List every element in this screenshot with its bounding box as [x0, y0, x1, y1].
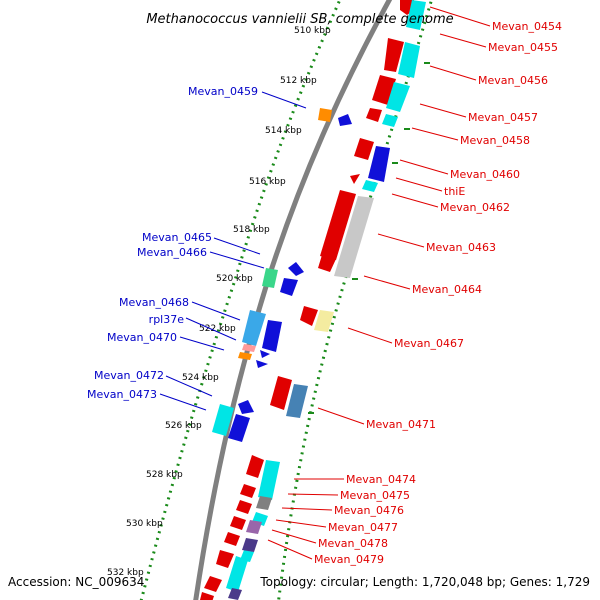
gene-label: Mevan_0454	[492, 20, 562, 33]
tick-label: 528 kbp	[146, 470, 183, 480]
topology-text: Topology: circular; Length: 1,720,048 bp…	[259, 575, 590, 589]
gene-label: Mevan_0466	[137, 246, 207, 259]
gene-arrow	[238, 400, 254, 414]
cds-box	[398, 42, 420, 78]
gene-label: Mevan_0473	[87, 388, 157, 401]
gene-label: Mevan_0464	[412, 283, 482, 296]
gene-arrow	[366, 108, 382, 122]
gene-arrow	[238, 352, 252, 360]
cds-box	[362, 180, 378, 192]
gene-arrow	[262, 320, 282, 352]
gene-label: Mevan_0476	[334, 504, 404, 517]
cds-box	[256, 496, 272, 510]
gene-label: Mevan_0468	[119, 296, 189, 309]
tick-label: 524 kbp	[182, 373, 219, 383]
cds-box	[406, 0, 426, 30]
cds-box	[212, 404, 234, 436]
gene-arrow	[270, 376, 292, 410]
cds-box	[228, 588, 242, 600]
gene-label: Mevan_0479	[314, 553, 384, 566]
gene-arrow	[204, 576, 222, 592]
accession-text: Accession: NC_009634	[8, 575, 144, 589]
gene-arrow	[354, 138, 374, 160]
tick-label: 514 kbp	[265, 126, 302, 136]
gene-label: thiE	[444, 185, 465, 198]
reverse-gene-labels: Mevan_0459 Mevan_0465 Mevan_0466 Mevan_0…	[87, 85, 258, 401]
reverse-genes	[212, 108, 352, 442]
gene-arrow	[240, 484, 256, 498]
forward-leaders	[267, 6, 491, 560]
gene-arrow	[350, 174, 360, 184]
gene-arrow	[260, 350, 270, 358]
gene-arrow	[320, 190, 356, 260]
gene-arrow	[318, 255, 336, 272]
cds-box	[226, 556, 248, 592]
gene-label: Mevan_0460	[450, 168, 520, 181]
cds-box	[368, 146, 390, 182]
gene-arrow	[300, 306, 318, 326]
tick-label: 512 kbp	[280, 76, 317, 86]
gene-label: Mevan_0465	[142, 231, 212, 244]
tick-label: 518 kbp	[233, 225, 270, 235]
gene-label: Mevan_0478	[318, 537, 388, 550]
gene-arrow	[318, 108, 332, 122]
gene-arrow	[228, 414, 250, 442]
gene-label: Mevan_0477	[328, 521, 398, 534]
gene-label: Mevan_0467	[394, 337, 464, 350]
gene-arrow	[200, 592, 214, 600]
gene-arrow	[384, 38, 404, 72]
gene-label: Mevan_0456	[478, 74, 548, 87]
gene-label: Mevan_0455	[488, 41, 558, 54]
gene-arrow	[262, 268, 278, 288]
gene-label: Mevan_0471	[366, 418, 436, 431]
tick-label: 530 kbp	[126, 519, 163, 529]
cds-box	[242, 344, 256, 352]
gene-arrow	[230, 516, 246, 530]
cds-box	[246, 520, 262, 534]
gene-label: Mevan_0474	[346, 473, 416, 486]
forward-gene-labels: Mevan_0454 Mevan_0455 Mevan_0456 Mevan_0…	[314, 20, 562, 566]
gene-label: Mevan_0472	[94, 369, 164, 382]
gene-arrow	[236, 500, 252, 514]
cds-box	[382, 114, 398, 127]
gene-label: Mevan_0458	[460, 134, 530, 147]
cds-box	[334, 196, 374, 278]
gene-arrow	[288, 262, 304, 276]
cds-box	[258, 460, 280, 500]
gene-arrow	[338, 114, 352, 126]
cds-box	[314, 310, 334, 332]
cds-box	[242, 310, 266, 346]
gene-label: Mevan_0463	[426, 241, 496, 254]
gene-label: Mevan_0459	[188, 85, 258, 98]
forward-genes	[200, 0, 430, 600]
inner-ruler	[139, 0, 342, 600]
gene-label: Mevan_0457	[468, 111, 538, 124]
gene-arrow	[256, 360, 268, 368]
cds-box	[286, 384, 308, 418]
map-title: Methanococcus vannielii SB, complete gen…	[146, 12, 453, 27]
gene-arrow	[224, 532, 240, 546]
cds-box	[386, 82, 410, 112]
tick-label: 516 kbp	[249, 177, 286, 187]
tick-labels: 510 kbp 512 kbp 514 kbp 516 kbp 518 kbp …	[107, 26, 331, 578]
tick-label: 520 kbp	[216, 274, 253, 284]
reverse-leaders	[159, 91, 307, 411]
tick-label: 526 kbp	[165, 421, 202, 431]
tick-label: 510 kbp	[294, 26, 331, 36]
gene-arrow	[216, 550, 234, 568]
tick-label: 522 kbp	[199, 324, 236, 334]
gene-label: rpl37e	[149, 313, 185, 326]
gene-label: Mevan_0475	[340, 489, 410, 502]
gene-label: Mevan_0462	[440, 201, 510, 214]
gene-arrow	[280, 278, 298, 296]
tick-label: 532 kbp	[107, 568, 144, 578]
cds-box	[242, 538, 258, 552]
gene-label: Mevan_0470	[107, 331, 177, 344]
gene-arrow	[246, 455, 264, 478]
